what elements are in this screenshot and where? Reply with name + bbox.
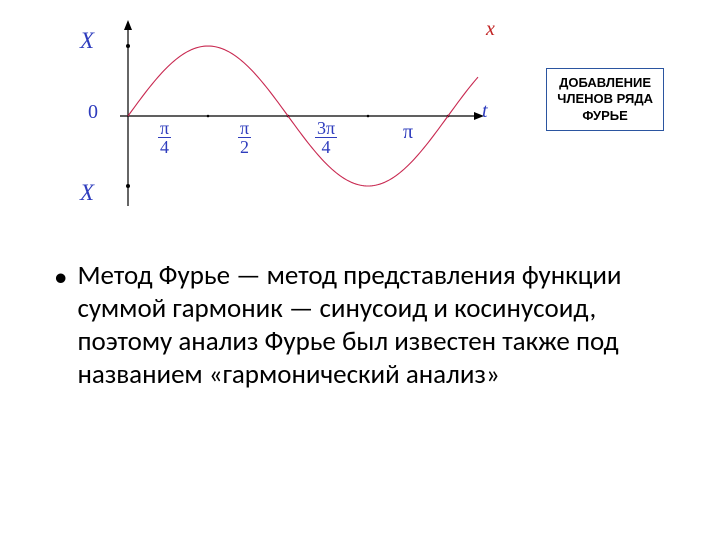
slide: X 0 X t x π4 π2 3π4 π ДОБАВЛЕНИЕ ЧЛЕНОВ … <box>0 0 720 540</box>
x-axis-label-t: t <box>482 100 488 123</box>
bullet-marker: • <box>54 260 67 295</box>
y-axis-arrow <box>124 20 132 30</box>
x-tick-label-2: π2 <box>238 119 251 156</box>
origin-label: 0 <box>88 101 98 124</box>
body-text: Метод Фурье — метод представления функци… <box>77 260 666 392</box>
box-line-3: ФУРЬЕ <box>557 108 653 124</box>
y-label-bot: X <box>80 180 94 206</box>
box-line-2: ЧЛЕНОВ РЯДА <box>557 91 653 107</box>
x-tick-1 <box>207 115 210 118</box>
bullet-block: • Метод Фурье — метод представления функ… <box>54 260 666 392</box>
x-tick-3 <box>367 115 370 118</box>
x-tick-label-3: 3π4 <box>315 119 337 156</box>
curve-label-x: x <box>486 18 495 41</box>
y-tick-bot <box>126 184 130 188</box>
y-tick-top <box>126 44 130 48</box>
box-line-1: ДОБАВЛЕНИЕ <box>557 75 653 91</box>
y-label-top: X <box>80 28 94 54</box>
x-tick-label-4: π <box>403 122 413 142</box>
fourier-chart: X 0 X t x π4 π2 3π4 π <box>118 16 518 216</box>
fourier-box: ДОБАВЛЕНИЕ ЧЛЕНОВ РЯДА ФУРЬЕ <box>546 68 664 131</box>
bullet-row: • Метод Фурье — метод представления функ… <box>54 260 666 392</box>
chart-svg <box>118 16 518 216</box>
x-tick-label-1: π4 <box>158 119 171 156</box>
